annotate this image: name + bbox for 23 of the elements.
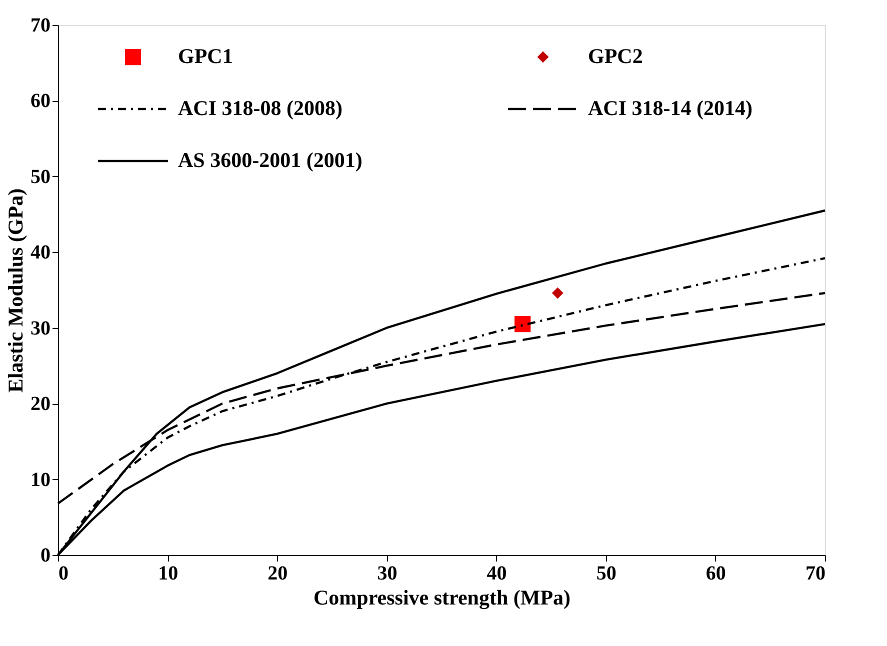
legend-label: AS 3600-2001 (2001) bbox=[178, 148, 362, 172]
x-tick-label: 40 bbox=[486, 562, 507, 584]
legend-label: ACI 318-14 (2014) bbox=[588, 96, 752, 120]
y-tick-label: 60 bbox=[30, 90, 50, 112]
x-tick-label: 0 bbox=[58, 562, 68, 584]
x-axis-title: Compressive strength (MPa) bbox=[313, 586, 571, 610]
y-tick-label: 20 bbox=[30, 393, 50, 416]
legend-label: ACI 318-08 (2008) bbox=[178, 96, 342, 120]
legend-label: GPC1 bbox=[178, 44, 233, 68]
x-tick-label: 60 bbox=[706, 562, 726, 584]
x-tick-label: 20 bbox=[268, 562, 288, 584]
x-tick-label: 10 bbox=[158, 562, 178, 584]
y-tick-label: 50 bbox=[30, 166, 50, 188]
y-tick-label: 70 bbox=[30, 14, 50, 36]
x-tick-label: 70 bbox=[806, 562, 826, 584]
x-tick-label: 30 bbox=[377, 562, 398, 584]
x-tick-label: 50 bbox=[596, 562, 616, 584]
y-tick-label: 0 bbox=[40, 544, 50, 566]
y-tick-label: 30 bbox=[30, 317, 50, 340]
legend-label: GPC2 bbox=[588, 44, 643, 68]
y-tick-label: 10 bbox=[30, 468, 50, 491]
y-tick-label: 40 bbox=[30, 242, 50, 264]
y-axis-title: Elastic Modulus (GPa) bbox=[4, 188, 28, 393]
